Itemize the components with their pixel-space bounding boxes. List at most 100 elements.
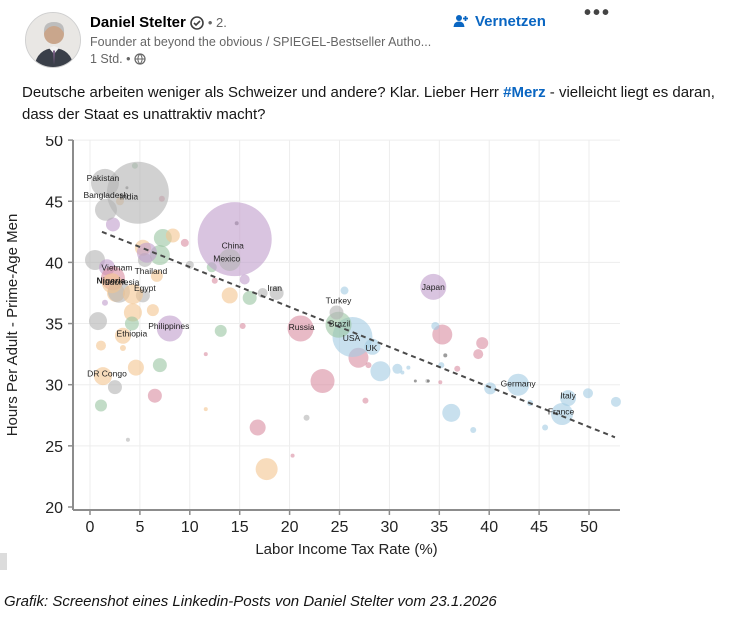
author-name[interactable]: Daniel Stelter [90,14,186,31]
y-tick-label: 25 [45,439,63,456]
bubble [180,238,189,247]
bubble [239,322,246,329]
chart-svg: 0 5 10 15 20 25 30 35 40 45 50 20 25 30 35 40 45 50 Labor … [4,133,621,558]
country-label-usa: USA [343,333,361,343]
bubble [150,269,163,282]
verified-badge-icon [190,15,204,30]
bubble [290,453,295,458]
country-label-philippines: Philippines [148,321,189,331]
bubble-brazil [325,311,352,338]
x-tick-label: 45 [530,519,548,536]
connect-button[interactable]: Vernetzen [452,13,546,30]
country-label-mexico: Mexico [213,254,240,264]
country-label-pakistan: Pakistan [87,173,120,183]
country-label-iran: Iran [267,283,282,293]
bubble [146,304,159,317]
connection-degree: • 2. [207,15,227,30]
country-label-nigeria: Nigeria [97,276,126,286]
bubble-pakistan [90,168,119,197]
bubble-turkey [329,305,344,320]
bubble [124,316,139,331]
bubble [432,324,453,345]
y-axis-title: Hours Per Adult - Prime-Age Men [4,214,21,437]
avatar[interactable] [25,12,81,68]
country-label-dr-congo: DR Congo [87,369,127,379]
country-label-brazil: Brazil [329,319,350,329]
y-tick-label: 45 [45,194,63,211]
page-edge-fragment [0,553,7,570]
bubble [583,388,594,399]
person-add-icon [453,15,468,27]
bubble [125,437,130,442]
post-text-before: Deutsche arbeiten weniger als Schweizer … [22,84,504,101]
country-label-bangladesh: Bangladesh [84,190,129,200]
bubble [211,277,218,284]
bubble-ethiopia [114,327,131,344]
country-label-russia: Russia [289,322,315,332]
bubble [365,362,372,369]
bubble [610,396,621,407]
bubble [257,287,268,298]
y-tick-label: 20 [45,500,63,517]
bubble [442,403,461,422]
country-label-egypt: Egypt [134,283,156,293]
bubble-china [197,202,272,277]
bubble-germany [507,373,530,396]
bubble-france [551,403,574,426]
globe-icon [133,53,146,65]
avatar-photo [26,13,80,67]
more-options-button[interactable]: ••• [584,2,612,24]
hashtag-merz-link[interactable]: #Merz [503,84,546,101]
y-tick-label: 30 [45,378,63,395]
bubble-philippines [156,315,183,342]
x-tick-label: 0 [86,519,95,536]
x-tick-label: 35 [430,519,448,536]
x-tick-label: 10 [181,519,199,536]
bubble [303,414,310,421]
country-label-indonesia: Indonesia [103,277,140,287]
y-tick-label: 35 [45,317,63,334]
bubble [214,324,227,337]
country-label-china: China [222,240,244,250]
x-tick-label: 40 [480,519,498,536]
bubble [88,312,107,331]
bubble [165,228,180,243]
post-time-text: 1 Std. • [90,52,131,66]
bubble [95,340,106,351]
bubble-iran [269,285,284,300]
bubble-dr-congo [93,367,112,386]
bubble [123,303,142,322]
bubble-nigeria [101,273,122,294]
bubble [454,365,461,372]
bubble-mexico [218,248,241,271]
bubble-russia [287,315,314,342]
bubble [203,352,208,357]
bubble [470,426,477,433]
bubble [431,321,440,330]
bubble [400,370,405,375]
bubble [413,379,417,383]
bubble [542,424,549,431]
x-tick-label: 25 [331,519,349,536]
country-label-ethiopia: Ethiopia [117,328,148,338]
bubble-italy [560,390,577,407]
bubble [221,287,238,304]
country-label-italy: Italy [560,391,576,401]
bubble [370,361,391,382]
bubble [473,349,484,360]
bubble [94,399,107,412]
country-label-india: India [120,191,139,201]
bubble [406,365,411,370]
bubble [443,353,448,358]
bubble [255,458,278,481]
x-tick-label: 5 [135,519,144,536]
country-label-vietnam: Vietnam [101,262,132,272]
country-label-japan: Japan [422,282,445,292]
x-tick-label: 50 [580,519,598,536]
bubble [249,419,266,436]
country-label-uk: UK [366,343,378,353]
bubble [239,274,250,285]
post-time: 1 Std. • [90,52,146,66]
y-tick-label: 40 [45,255,63,272]
